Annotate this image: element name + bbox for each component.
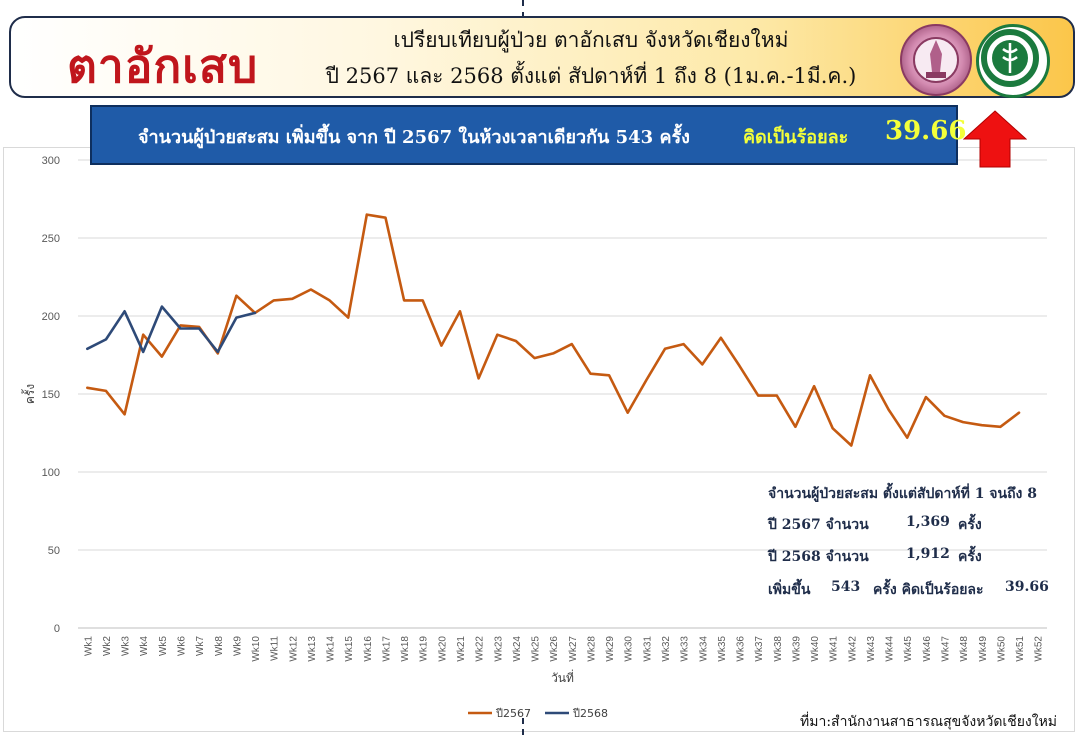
center-guide-top xyxy=(522,0,524,18)
x-tick-label: Wk17 xyxy=(381,636,392,662)
y-tick-label: 0 xyxy=(54,623,60,635)
summary-row1-unit: ครั้ง xyxy=(958,517,982,533)
series-line-1 xyxy=(86,213,1021,447)
x-tick-label: Wk7 xyxy=(195,636,206,656)
x-tick-label: Wk22 xyxy=(475,636,486,662)
moph-emblem-icon xyxy=(976,24,1050,98)
x-tick-label: Wk50 xyxy=(996,636,1007,662)
x-tick-label: Wk48 xyxy=(959,636,970,662)
y-tick-label: 300 xyxy=(42,155,60,167)
x-tick-label: Wk3 xyxy=(121,636,132,656)
subtitle-line2: ปี 2567 และ 2568 ตั้งแต่ สัปดาห์ที่ 1 ถึ… xyxy=(325,64,857,88)
x-tick-label: Wk2 xyxy=(102,636,113,656)
x-tick-label: Wk16 xyxy=(363,636,374,662)
x-tick-label: Wk12 xyxy=(288,636,299,662)
header-banner: ตาอักเสบ เปรียบเทียบผู้ป่วย ตาอักเสบ จัง… xyxy=(9,16,1075,98)
x-tick-label: Wk49 xyxy=(978,636,989,662)
data-source: ที่มา:สำนักงานสาธารณสุขจังหวัดเชียงใหม่ xyxy=(800,714,1058,730)
x-tick-label: Wk36 xyxy=(736,636,747,662)
red-up-arrow-icon xyxy=(963,110,1027,168)
x-tick-label: Wk31 xyxy=(642,636,653,662)
x-tick-label: Wk10 xyxy=(251,636,262,662)
x-tick-label: Wk14 xyxy=(326,636,337,662)
x-tick-label: Wk46 xyxy=(922,636,933,662)
summary-row3-unit: ครั้ง คิดเป็นร้อยละ xyxy=(873,582,984,598)
y-tick-label: 50 xyxy=(48,545,60,557)
x-tick-label: Wk38 xyxy=(773,636,784,662)
y-axis-label: ครั้ง xyxy=(21,384,37,404)
subtitle-line1: เปรียบเทียบผู้ป่วย ตาอักเสบ จังหวัดเชียง… xyxy=(393,28,789,52)
x-tick-label: Wk13 xyxy=(307,636,318,662)
series-line-2 xyxy=(86,305,257,354)
x-tick-label: Wk15 xyxy=(344,636,355,662)
x-tick-label: Wk30 xyxy=(624,636,635,662)
x-tick-label: Wk11 xyxy=(270,636,281,661)
x-tick-label: Wk27 xyxy=(568,636,579,662)
x-tick-label: Wk26 xyxy=(549,636,560,662)
x-tick-label: Wk8 xyxy=(214,636,225,656)
increase-text: จำนวนผู้ป่วยสะสม เพิ่มขึ้น จาก ปี 2567 ใ… xyxy=(138,127,690,148)
percent-label: คิดเป็นร้อยละ xyxy=(743,127,849,148)
x-tick-label: Wk34 xyxy=(698,636,709,662)
center-guide-bottom xyxy=(522,718,524,735)
x-tick-label: Wk40 xyxy=(810,636,821,662)
x-tick-label: Wk6 xyxy=(176,636,187,656)
percent-value: 39.66 xyxy=(885,116,967,146)
x-tick-label: Wk25 xyxy=(531,636,542,662)
y-tick-label: 100 xyxy=(42,467,60,479)
summary-row2-unit: ครั้ง xyxy=(958,549,982,565)
x-tick-label: Wk29 xyxy=(605,636,616,662)
x-tick-label: Wk44 xyxy=(885,636,896,662)
x-tick-label: Wk43 xyxy=(866,636,877,662)
x-tick-label: Wk37 xyxy=(754,636,765,662)
x-tick-label: Wk18 xyxy=(400,636,411,662)
x-tick-label: Wk51 xyxy=(1015,636,1026,662)
x-tick-label: Wk1 xyxy=(83,636,94,656)
summary-row2-label: ปี 2568 จำนวน xyxy=(768,549,869,565)
x-tick-label: Wk52 xyxy=(1034,636,1045,662)
summary-row1-value: 1,369 xyxy=(906,514,950,530)
x-tick-label: Wk9 xyxy=(232,636,243,656)
x-tick-label: Wk20 xyxy=(437,636,448,662)
legend-label: ปี2568 xyxy=(572,707,608,720)
x-axis-label: วันที่ xyxy=(551,669,574,685)
summary-row1-label: ปี 2567 จำนวน xyxy=(768,517,869,533)
x-tick-label: Wk41 xyxy=(829,636,840,662)
y-tick-label: 200 xyxy=(42,311,60,323)
y-tick-label: 250 xyxy=(42,233,60,245)
x-tick-label: Wk23 xyxy=(493,636,504,662)
summary-heading: จำนวนผู้ป่วยสะสม ตั้งแต่สัปดาห์ที่ 1 จนถ… xyxy=(768,486,1038,502)
x-tick-label: Wk39 xyxy=(791,636,802,662)
disease-title: ตาอักเสบ xyxy=(67,39,259,93)
x-tick-label: Wk33 xyxy=(680,636,691,662)
increase-info-box: จำนวนผู้ป่วยสะสม เพิ่มขึ้น จาก ปี 2567 ใ… xyxy=(90,105,966,165)
x-tick-label: Wk28 xyxy=(586,636,597,662)
line-chart: 0 50 100 150 200 250 300 Wk1 Wk2 Wk3 Wk4 Wk5 Wk6 Wk7 W… xyxy=(21,155,1047,720)
summary-row3-label: เพิ่มขึ้น xyxy=(768,582,811,598)
summary-row3-pct: 39.66 xyxy=(1005,579,1049,595)
x-tick-label: Wk24 xyxy=(512,636,523,662)
summary-row3-value: 543 xyxy=(831,579,861,595)
y-tick-label: 150 xyxy=(42,389,60,401)
x-tick-label: Wk42 xyxy=(847,636,858,662)
provincial-emblem-icon xyxy=(900,24,972,96)
x-tick-label: Wk32 xyxy=(661,636,672,662)
x-tick-label: Wk4 xyxy=(139,636,150,656)
chart-area: 0 50 100 150 200 250 300 Wk1 Wk2 Wk3 Wk4 Wk5 Wk6 Wk7 W… xyxy=(3,147,1075,732)
x-tick-label: Wk47 xyxy=(941,636,952,662)
summary-row2-value: 1,912 xyxy=(906,546,950,562)
x-tick-label: Wk45 xyxy=(903,636,914,662)
x-tick-label: Wk19 xyxy=(419,636,430,662)
x-tick-label: Wk21 xyxy=(456,636,467,662)
x-tick-label: Wk35 xyxy=(717,636,728,662)
legend-label: ปี2567 xyxy=(495,707,531,720)
x-tick-label: Wk5 xyxy=(158,636,169,656)
